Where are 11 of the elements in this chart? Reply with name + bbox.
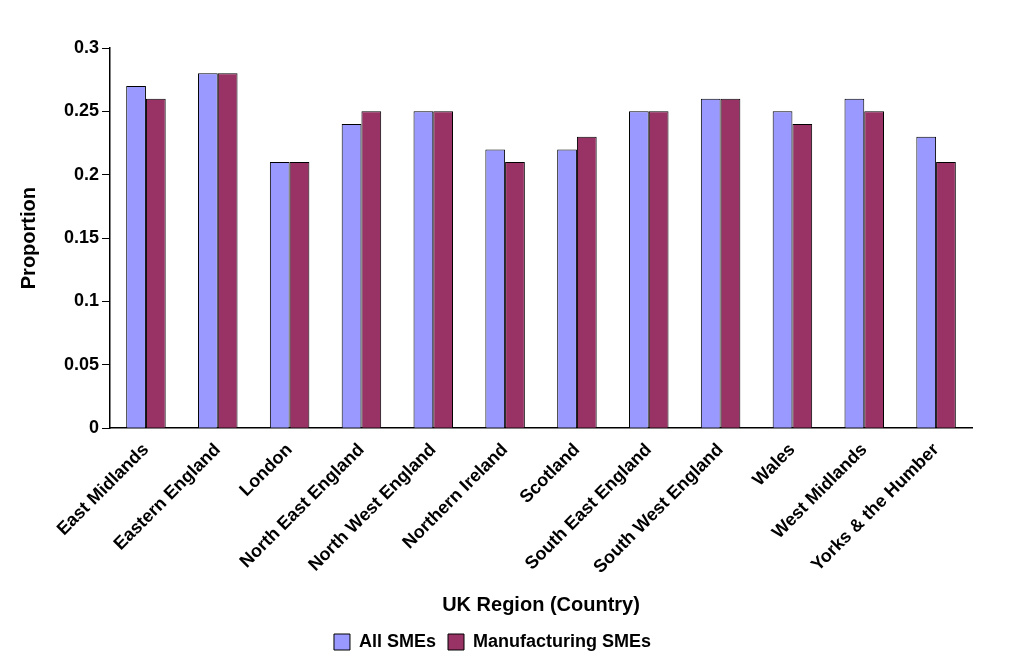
- legend-label: Manufacturing SMEs: [473, 630, 652, 651]
- y-tick-label: 0.1: [74, 290, 100, 311]
- y-tick-label: 0: [89, 417, 100, 438]
- y-tick-label: 0.15: [63, 227, 100, 248]
- y-tick-label: 0.3: [74, 36, 100, 57]
- y-tick-label: 0.05: [63, 353, 100, 374]
- y-tick-label: 0.2: [74, 163, 100, 184]
- x-axis-title: UK Region (Country): [442, 592, 640, 615]
- y-tick-label: 0.25: [63, 100, 100, 121]
- legend-label: All SMEs: [358, 630, 437, 651]
- y-axis-title: Proportion: [16, 187, 39, 290]
